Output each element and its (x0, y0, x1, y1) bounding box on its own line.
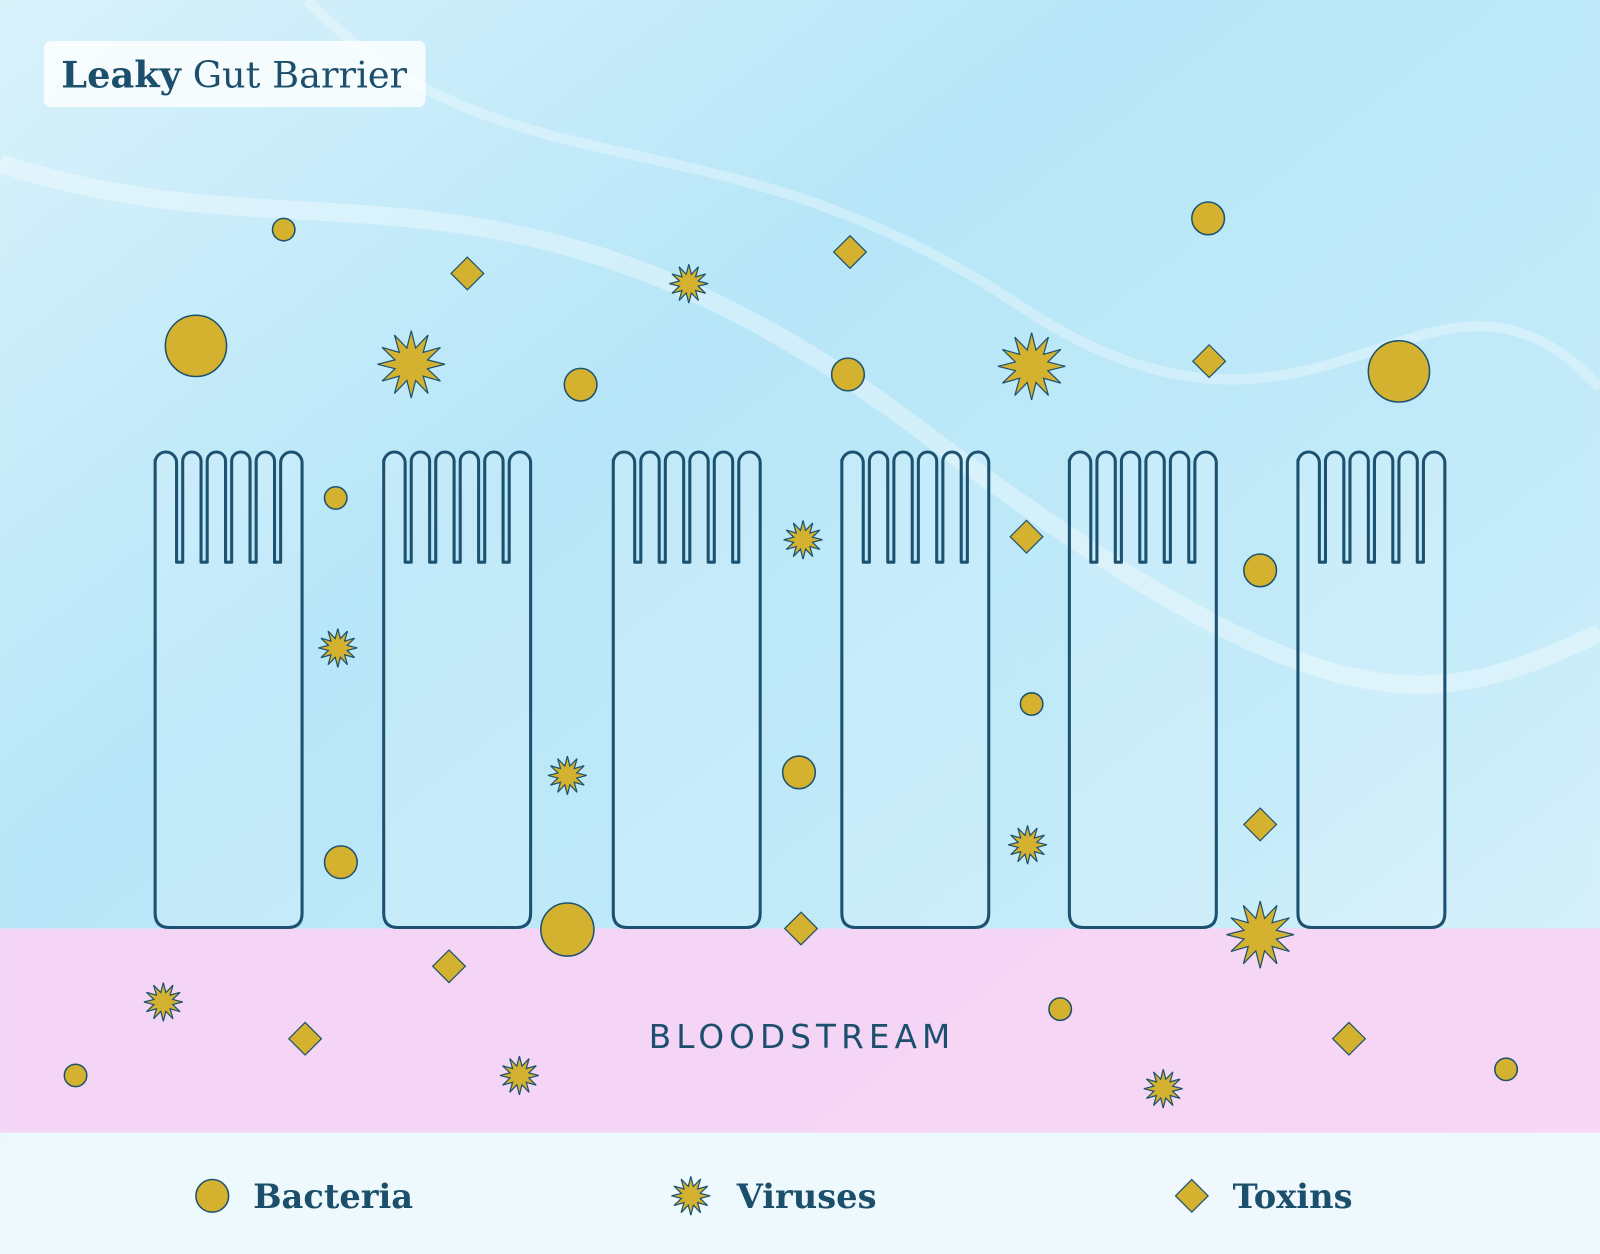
toxin (832, 234, 868, 270)
epithelial-cell (153, 450, 304, 930)
toxin (450, 256, 485, 291)
legend-band (0, 1132, 1600, 1254)
toxin (1242, 807, 1278, 842)
swirl (302, 0, 1600, 392)
virus (547, 755, 587, 795)
bacteria (830, 357, 866, 392)
epithelial-cell (611, 450, 762, 930)
bloodstream-label: BLOODSTREAM (649, 1018, 956, 1056)
toxin (783, 911, 819, 946)
bacteria (1367, 340, 1431, 403)
virus (997, 332, 1066, 401)
legend-label: Bacteria (253, 1176, 413, 1216)
virus (783, 520, 823, 560)
bacteria (781, 755, 817, 790)
bacteria (563, 367, 598, 402)
bloodstream-band (0, 928, 1600, 1133)
bacteria (1191, 201, 1226, 236)
title-bold: Leaky (61, 54, 182, 97)
virus (1226, 900, 1294, 969)
swirl (0, 154, 1600, 694)
virus (377, 330, 446, 399)
bacteria (540, 902, 595, 957)
title: Leaky Gut Barrier (61, 54, 407, 97)
bacteria (1019, 692, 1044, 717)
bacteria (1048, 997, 1073, 1022)
epithelial-cell (382, 450, 533, 930)
virus (318, 628, 358, 668)
virus (1007, 825, 1048, 865)
title-rest: Gut Barrier (193, 54, 408, 97)
epithelial-cell (1067, 450, 1218, 930)
virus (669, 264, 709, 304)
bacteria (164, 314, 228, 378)
bacteria (1494, 1057, 1519, 1082)
toxin (1174, 1178, 1210, 1214)
toxin (1191, 344, 1227, 379)
bacteria (195, 1178, 230, 1213)
cells (153, 450, 1447, 930)
bacteria (1243, 553, 1278, 588)
epithelial-cell (840, 450, 991, 930)
bacteria (271, 217, 296, 242)
epithelial-cell (1296, 450, 1447, 930)
title-box (43, 40, 426, 108)
toxin (1009, 519, 1044, 554)
virus (1143, 1069, 1183, 1109)
virus (499, 1055, 539, 1095)
particles (63, 201, 1519, 1216)
bacteria (63, 1063, 88, 1088)
legend-label: Viruses (736, 1176, 877, 1216)
bacteria (323, 845, 358, 880)
toxin (287, 1021, 323, 1056)
virus (671, 1176, 711, 1216)
toxin (1331, 1021, 1367, 1056)
toxin (431, 949, 467, 984)
virus (143, 982, 183, 1022)
legend-label: Toxins (1233, 1176, 1353, 1216)
bacteria (323, 485, 348, 510)
